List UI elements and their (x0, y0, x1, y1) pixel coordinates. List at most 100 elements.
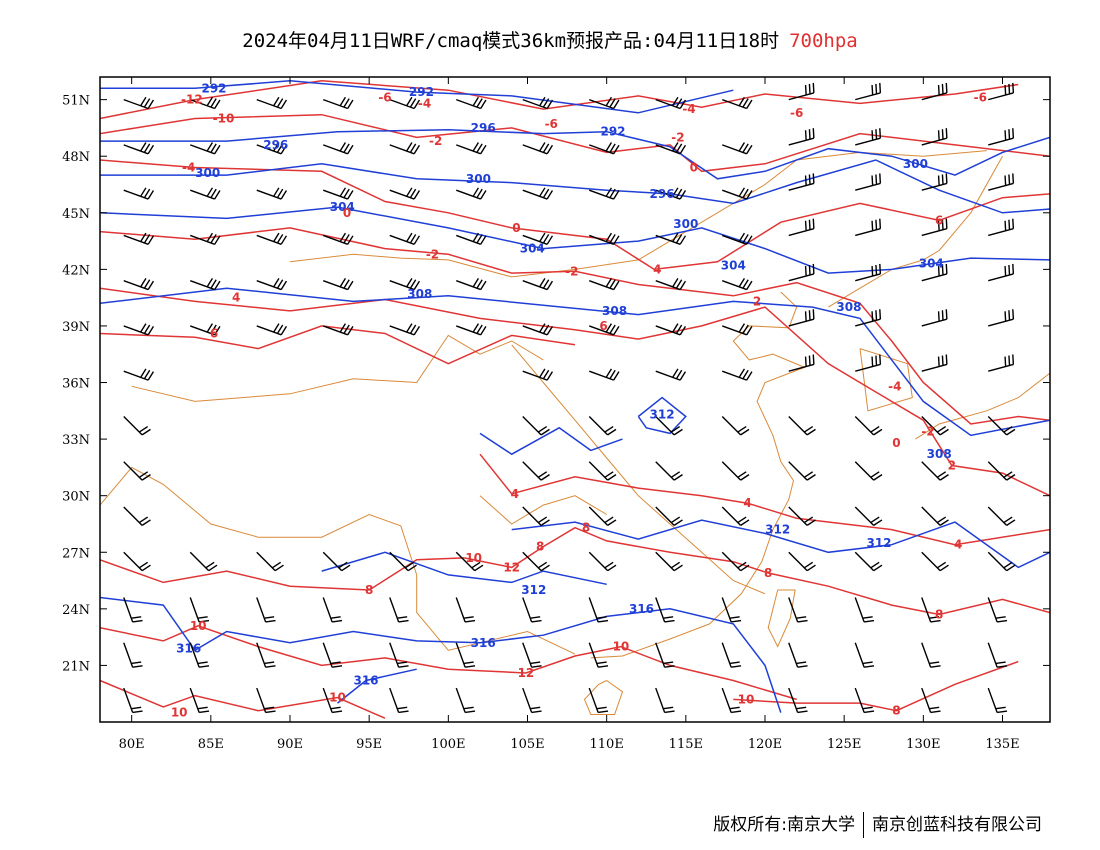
wind-barb-feather (613, 280, 620, 290)
temperature-contour-label: 10 (465, 551, 482, 565)
temperature-contour-line (100, 159, 1050, 271)
wind-barb-feather (679, 144, 687, 155)
wind-barb-staff (323, 325, 348, 336)
wind-barb-feather (330, 706, 341, 710)
footer-copyright: 版权所有:南京大学 (713, 815, 855, 835)
wind-barb-feather (746, 235, 753, 245)
wind-barb-feather (941, 264, 944, 276)
wind-barb-feather (609, 324, 616, 334)
wind-barb-feather (143, 234, 151, 244)
wind-barb-staff (589, 144, 614, 155)
wind-barb-staff (988, 137, 1014, 146)
wind-barb-staff (588, 461, 609, 481)
wind-barb-feather (265, 619, 276, 623)
wind-barb-feather (472, 142, 480, 152)
wind-barb-feather (879, 309, 882, 320)
height-contour-label: 304 (919, 257, 944, 271)
wind-barb-feather (806, 564, 816, 572)
wind-barb-staff (788, 228, 815, 237)
wind-barb-feather (879, 354, 882, 365)
wind-barb-staff (921, 273, 948, 282)
wind-barb-feather (339, 187, 347, 197)
temperature-contour-label: -6 (974, 91, 987, 105)
wind-barb-feather (347, 190, 354, 200)
wind-barb-staff (788, 461, 808, 481)
temperature-contour-line (733, 660, 1019, 712)
wind-barb-feather (945, 128, 948, 139)
wind-barb-staff (323, 234, 348, 245)
wind-barb-feather (803, 561, 814, 569)
wind-barb-feather (131, 616, 142, 619)
height-contour-label: 308 (836, 300, 861, 314)
wind-barb-feather (147, 325, 155, 336)
wind-barb-feather (273, 142, 280, 152)
wind-barb-feather (339, 232, 347, 242)
wind-barb-feather (862, 661, 873, 665)
wind-barb-feather (347, 325, 354, 336)
wind-barb-feather (604, 425, 614, 433)
wind-barb-feather (995, 661, 1006, 665)
temperature-contour-label: 6 (210, 326, 218, 340)
wind-barb-staff (455, 551, 476, 572)
wind-barb-feather (197, 706, 208, 710)
height-contour-label: 316 (629, 602, 654, 616)
wind-barb-feather (206, 142, 214, 152)
temperature-contour-line (100, 80, 1019, 120)
wind-barb-feather (343, 188, 350, 199)
wind-barb-staff (722, 280, 747, 291)
wind-barb-feather (138, 471, 149, 478)
wind-barb-feather (596, 661, 607, 665)
boundary-line (590, 291, 806, 659)
wind-barb-feather (406, 232, 413, 242)
wind-barb-feather (670, 471, 681, 478)
wind-barb-feather (937, 311, 940, 322)
wind-barb-staff (987, 506, 1008, 526)
height-contour-line (100, 159, 1050, 214)
wind-barb-feather (679, 190, 687, 200)
wind-barb-staff (123, 144, 149, 155)
wind-barb-feather (413, 280, 421, 290)
wind-barb-staff (721, 597, 732, 623)
wind-barb-staff (589, 370, 614, 381)
wind-barb-staff (987, 461, 1008, 481)
lon-tick-label: 100E (431, 737, 465, 752)
wind-barb-feather (731, 710, 742, 714)
wind-barb-staff (322, 687, 333, 713)
wind-barb-staff (522, 597, 533, 623)
temperature-contour-line (100, 227, 1050, 425)
wind-barb-staff (123, 642, 134, 668)
wind-barb-feather (214, 325, 221, 336)
wind-barb-feather (406, 142, 413, 152)
wind-barb-feather (605, 368, 613, 378)
height-contour-line (100, 596, 782, 713)
boundary-line (289, 150, 987, 278)
wind-barb-feather (132, 710, 143, 714)
wind-barb-staff (721, 415, 742, 436)
wind-barb-staff (988, 182, 1014, 191)
wind-barb-staff (921, 137, 948, 146)
wind-barb-feather (472, 187, 480, 197)
temperature-contour-label: 8 (536, 540, 544, 554)
wind-barb-staff (721, 461, 742, 481)
wind-barb-feather (804, 311, 807, 322)
wind-barb-staff (456, 98, 481, 110)
wind-barb-staff (721, 642, 732, 668)
wind-barb-feather (141, 474, 151, 481)
wind-barb-feather (604, 471, 614, 478)
temperature-contour-label: 2 (753, 294, 761, 308)
wind-barb-staff (123, 687, 134, 713)
wind-barb-feather (945, 173, 948, 184)
wind-barb-staff (323, 189, 348, 200)
wind-barb-feather (937, 84, 940, 96)
wind-barb-feather (141, 564, 151, 572)
wind-barb-feather (939, 428, 949, 436)
wind-barb-feather (609, 234, 616, 244)
wind-barb-staff (522, 551, 542, 572)
wind-barb-feather (941, 310, 944, 321)
wind-barb-staff (588, 687, 599, 713)
height-contour-line (100, 80, 734, 114)
height-contour-line (479, 426, 623, 456)
lon-tick-label: 120E (748, 737, 782, 752)
wind-barb-staff (788, 182, 815, 191)
title-pressure-level: 700hpa (789, 30, 858, 52)
